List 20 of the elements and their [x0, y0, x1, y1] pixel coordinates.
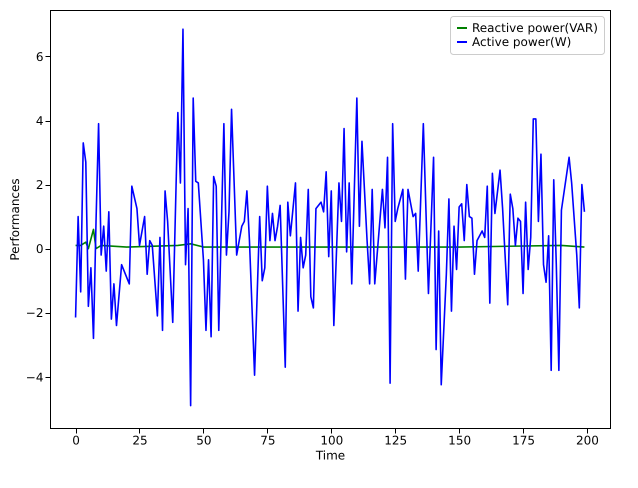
x-tick-label: 50 — [196, 434, 212, 448]
x-axis-title: Time — [314, 448, 346, 462]
x-tick-label: 150 — [448, 434, 472, 448]
y-tick-label: 2 — [36, 178, 44, 192]
x-tick-label: 175 — [512, 434, 536, 448]
legend-label: Reactive power(VAR) — [472, 21, 598, 35]
y-axis-title: Performances — [8, 178, 22, 261]
legend-label: Active power(W) — [472, 35, 572, 49]
x-tick-label: 25 — [132, 434, 148, 448]
x-tick-label: 125 — [384, 434, 408, 448]
y-tick-label: −2 — [26, 306, 44, 320]
y-tick-label: 4 — [36, 114, 44, 128]
x-tick-label: 100 — [320, 434, 344, 448]
line-series — [74, 228, 586, 250]
x-tick-label: 75 — [260, 434, 276, 448]
x-tick-label: 200 — [576, 434, 599, 448]
y-tick-label: 6 — [36, 50, 44, 64]
y-tick-label: 0 — [36, 242, 44, 256]
y-tick-label: −4 — [26, 370, 44, 384]
x-tick-label: 0 — [72, 434, 80, 448]
